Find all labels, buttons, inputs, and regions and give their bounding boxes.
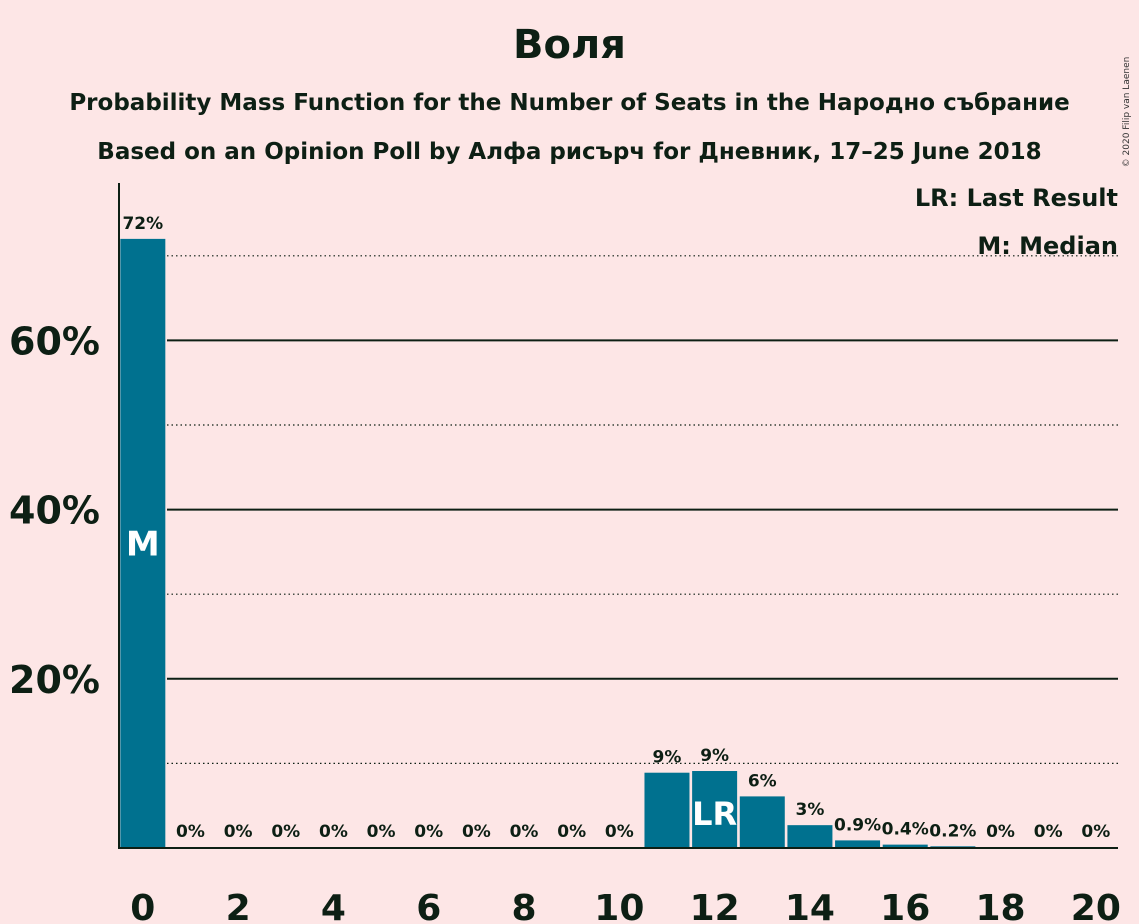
data-label: 0% <box>271 822 300 842</box>
bar <box>835 840 881 848</box>
legend-last-result: LR: Last Result <box>914 184 1118 212</box>
x-tick-label: 0 <box>130 888 155 924</box>
y-tick-label: 60% <box>9 319 100 363</box>
data-label: 6% <box>748 771 777 791</box>
data-label: 0% <box>367 822 396 842</box>
data-label: 0% <box>1081 822 1110 842</box>
bar <box>692 771 738 848</box>
x-tick-label: 10 <box>594 888 644 924</box>
data-label: 0% <box>176 822 205 842</box>
data-label: 9% <box>700 746 729 766</box>
x-tick-label: 8 <box>511 888 536 924</box>
data-label: 0% <box>510 822 539 842</box>
y-tick-label: 40% <box>9 489 100 533</box>
chart-title: Воля <box>513 22 626 68</box>
median-marker: M <box>126 524 160 564</box>
data-label: 0% <box>605 822 634 842</box>
bar <box>644 772 690 848</box>
x-tick-label: 18 <box>975 888 1025 924</box>
data-label: 3% <box>795 800 824 820</box>
data-label: 0.9% <box>834 815 881 835</box>
data-label: 0% <box>557 822 586 842</box>
data-label: 0.4% <box>882 820 929 840</box>
x-tick-label: 2 <box>226 888 251 924</box>
data-label: 9% <box>653 748 682 768</box>
data-label: 0% <box>414 822 443 842</box>
x-tick-label: 12 <box>690 888 740 924</box>
x-tick-label: 20 <box>1071 888 1121 924</box>
data-label: 0.2% <box>929 821 976 841</box>
data-label: 0% <box>462 822 491 842</box>
bar <box>739 796 785 848</box>
bar <box>882 844 928 848</box>
bar <box>787 825 833 848</box>
chart-subtitle-2: Based on an Opinion Poll by Алфа рисърч … <box>97 139 1042 165</box>
x-tick-label: 4 <box>321 888 346 924</box>
bar <box>120 238 166 848</box>
x-tick-label: 16 <box>880 888 930 924</box>
data-label: 72% <box>122 214 163 234</box>
data-label: 0% <box>319 822 348 842</box>
last-result-marker: LR <box>692 795 737 833</box>
x-tick-label: 6 <box>416 888 441 924</box>
y-tick-label: 20% <box>9 658 100 702</box>
data-label: 0% <box>986 822 1015 842</box>
data-label: 0% <box>224 822 253 842</box>
data-label: 0% <box>1034 822 1063 842</box>
x-tick-label: 14 <box>785 888 835 924</box>
chart-subtitle-1: Probability Mass Function for the Number… <box>69 90 1070 116</box>
